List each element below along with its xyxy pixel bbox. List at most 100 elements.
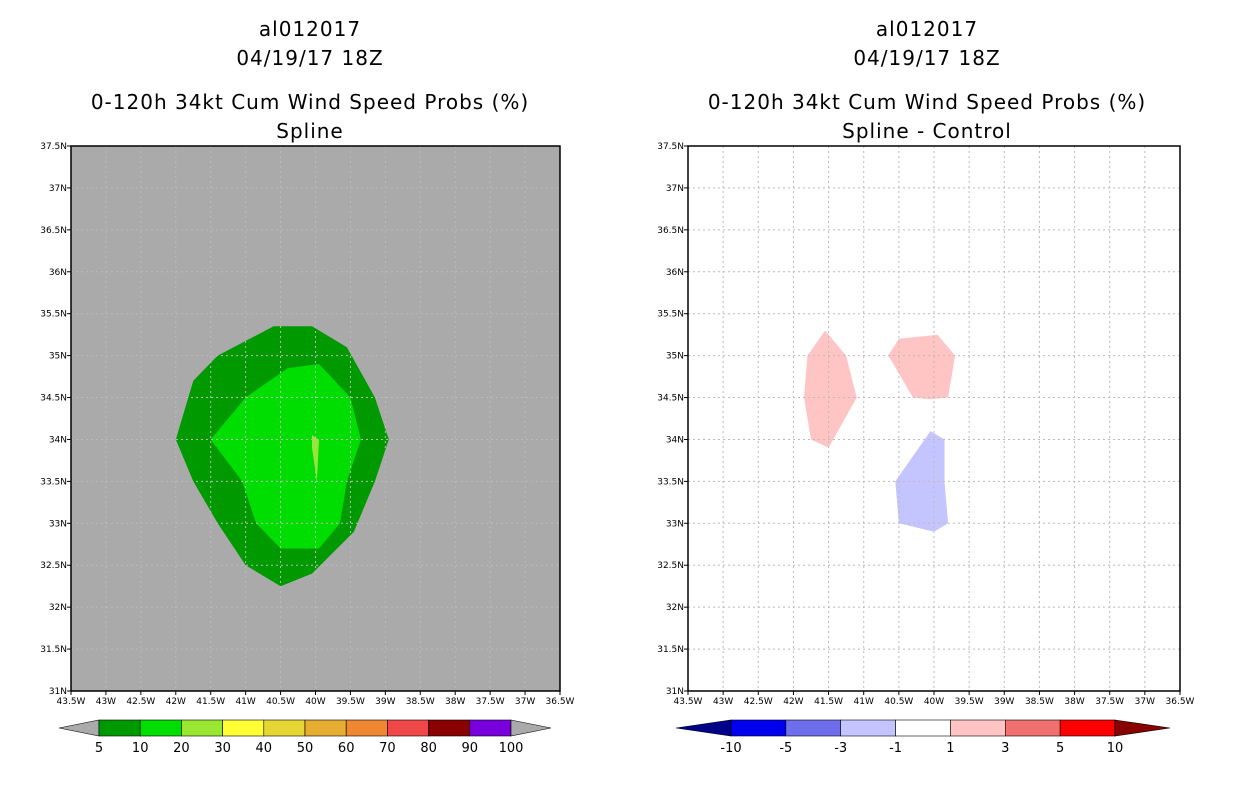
right-lon-label: 37.5W [1095,697,1124,707]
right-lon-label: 39W [994,697,1014,707]
right-colorbar: -10 -5 -3 -1 1 3 5 10 [675,719,1171,756]
left-cbar-label: 30 [214,741,231,756]
right-lat-label: 33.5N [657,477,684,487]
right-cbar-label: -1 [889,741,902,756]
left-cbar-label: 5 [95,741,103,756]
right-lat-label: 37N [666,184,684,194]
right-map-frame [687,145,1181,692]
right-cbar-arrow-high [1114,719,1171,737]
left-lat-label: 35N [49,352,67,362]
right-contour-2 [895,431,949,532]
right-lon-label: 38.5W [1025,697,1054,707]
right-lat-label: 31.5N [657,645,684,655]
right-lon-label: 36.5W [1166,697,1195,707]
left-cbar-arrow-low [58,719,100,737]
right-title-product: 0-120h 34kt Cum Wind Speed Probs (%) [707,90,1147,114]
right-cbar-label: -5 [779,741,792,756]
right-cbar-swatch [785,719,842,737]
right-title-date: 04/19/17 18Z [853,46,1001,70]
left-lat-label: 32.5N [40,561,67,571]
left-lon-label: 37W [515,697,535,707]
right-title-storm: al012017 [875,17,979,41]
right-cbar-arrow-low [675,719,732,737]
left-cbar-swatch [139,719,182,737]
left-cbar-arrow-high [510,719,552,737]
left-lon-label: 38W [445,697,465,707]
left-lon-label: 37.5W [476,697,505,707]
left-title: al012017 04/19/17 18Z 0-120h 34kt Cum Wi… [60,15,560,146]
left-cbar-swatch [222,719,265,737]
left-cbar-label: 100 [499,741,524,756]
right-lon-label: 42W [783,697,803,707]
left-title-storm: al012017 [258,17,362,41]
right-lon-label: 40W [924,697,944,707]
left-cbar-swatch [428,719,471,737]
left-cbar-label: 80 [420,741,437,756]
right-lon-label: 42.5W [744,697,773,707]
left-cbar-swatch [345,719,388,737]
right-lat-label: 31N [666,687,684,697]
left-lat-label: 36.5N [40,226,67,236]
left-colorbar: 5 10 20 30 40 50 60 70 80 90 100 [58,719,552,756]
left-lon-label: 42.5W [126,697,155,707]
left-cbar-swatch [263,719,306,737]
right-lat-label: 35.5N [657,310,684,320]
left-cbar-swatch [304,719,347,737]
left-cbar-label: 50 [297,741,314,756]
left-lat-label: 31.5N [40,645,67,655]
right-title-method: Spline - Control [842,119,1012,143]
left-cbar-label: 60 [338,741,355,756]
right-lon-label: 39.5W [955,697,984,707]
right-cbar-swatch [895,719,951,737]
left-cbar-swatch [98,719,141,737]
left-title-method: Spline [276,119,344,143]
right-lon-label: 41.5W [814,697,843,707]
right-lon-label: 38W [1064,697,1084,707]
right-cbar-swatch [840,719,896,737]
right-cbar-label: -3 [834,741,847,756]
right-lat-label: 32.5N [657,561,684,571]
left-cbar-label: 70 [379,741,396,756]
right-lon-label: 41W [854,697,874,707]
right-contour-1 [888,334,956,400]
left-lon-label: 39W [375,697,395,707]
right-lat-label: 34.5N [657,394,684,404]
left-lon-label: 43W [96,697,116,707]
left-title-product: 0-120h 34kt Cum Wind Speed Probs (%) [90,90,530,114]
left-lon-label: 41.5W [196,697,225,707]
right-map: 43.5W 43W 42.5W 42W 41.5W 41W 40.5W 40W 39.5W 39W… [657,142,1195,707]
right-cbar-label: 10 [1107,741,1124,756]
right-cbar-swatch [730,719,787,737]
left-cbar-label: 90 [462,741,479,756]
left-lat-label: 34N [49,435,67,445]
right-cbar-swatch [1004,719,1061,737]
left-lat-label: 37.5N [40,142,67,152]
right-lat-label: 36.5N [657,226,684,236]
right-cbar-label: 1 [946,741,954,756]
left-lon-label: 40.5W [266,697,295,707]
left-cbar-swatch [181,719,223,737]
left-lat-label: 33.5N [40,477,67,487]
left-lon-label: 38.5W [406,697,435,707]
right-title: al012017 04/19/17 18Z 0-120h 34kt Cum Wi… [660,15,1194,146]
right-cbar-label: 3 [1001,741,1009,756]
left-cbar-label: 20 [173,741,190,756]
right-lat-label: 32N [666,603,684,613]
right-lon-label: 43W [713,697,733,707]
left-contour-2 [312,435,319,482]
left-title-date: 04/19/17 18Z [236,46,384,70]
left-lat-label: 36N [49,268,67,278]
left-contour-1 [210,364,361,549]
left-lat-label: 32N [49,603,67,613]
left-cbar-swatch [387,719,429,737]
right-cbar-swatch [1059,719,1116,737]
left-lon-label: 36.5W [546,697,575,707]
right-lon-label: 37W [1135,697,1155,707]
left-lon-label: 43.5W [57,697,86,707]
right-lon-label: 43.5W [674,697,703,707]
right-lat-label: 37.5N [657,142,684,152]
left-lon-label: 40W [305,697,325,707]
left-map: 43.5W 43W 42.5W 42W 41.5W 41W 40.5W 40W 39.5W 39W… [40,142,575,707]
left-lat-label: 35.5N [40,310,67,320]
right-cbar-label: 5 [1056,741,1064,756]
